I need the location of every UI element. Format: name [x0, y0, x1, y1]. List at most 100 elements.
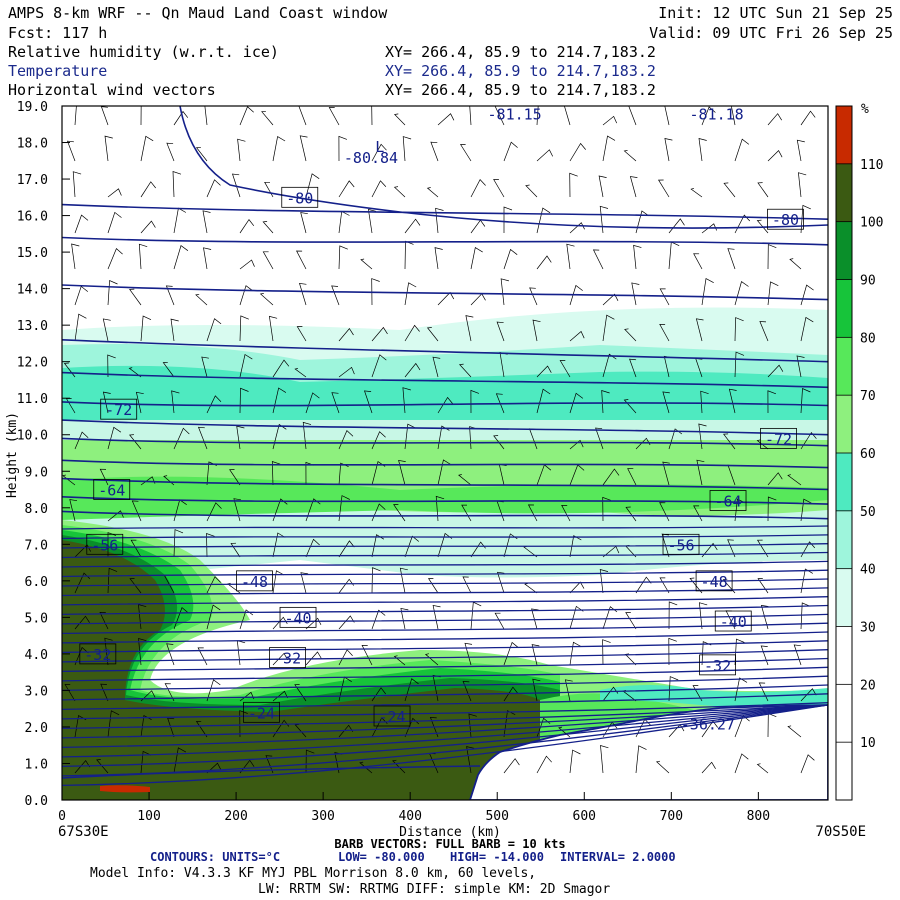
field-wind-xy: XY= 266.4, 85.9 to 214.7,183.2: [385, 81, 656, 99]
contour-label: -72: [105, 401, 132, 419]
contour-label: -72: [765, 430, 792, 448]
wind-barb: [767, 244, 777, 270]
plot-area: -80 -80 -72 -72 -64 -64 -56 -56 -48 -48 -40 -40 -32 -…: [62, 105, 828, 800]
wind-barb: [696, 459, 705, 486]
contour-label-box: [709, 490, 747, 511]
wind-barb: [166, 643, 175, 666]
wind-barb: [371, 609, 386, 630]
wind-barb: [631, 282, 640, 306]
wind-barb: [404, 678, 419, 702]
wind-barb: [789, 258, 802, 270]
contour-extremum-label: -81.15: [488, 105, 542, 123]
wind-barb: [404, 324, 420, 342]
wind-barb: [331, 285, 340, 306]
wind-barb: [393, 113, 406, 126]
wind-barb: [600, 745, 609, 774]
y-tick-label: 2.0: [25, 721, 48, 736]
wind-barb: [727, 539, 736, 558]
temperature-contour: [62, 459, 828, 469]
wind-barb: [760, 604, 769, 630]
wind-barb: [662, 391, 670, 414]
wind-barb: [74, 646, 89, 666]
contour-label-box: [699, 654, 736, 676]
temperature-contour: [62, 684, 828, 701]
wind-barb: [371, 687, 386, 702]
wind-barb: [206, 318, 222, 342]
wind-barb: [261, 110, 274, 126]
temperature-contour: [62, 525, 828, 530]
wind-barb: [664, 138, 673, 162]
wind-barb: [140, 750, 152, 774]
temperature-contour: [62, 704, 828, 749]
temperature-contour: [62, 765, 481, 779]
wind-barb: [367, 209, 377, 234]
temperature-contour: [62, 675, 828, 692]
wind-barb: [470, 247, 483, 270]
contour-label-box: [373, 705, 411, 727]
wind-barb: [173, 529, 184, 558]
wind-barb: [138, 638, 147, 666]
wind-barb: [437, 396, 453, 414]
wind-barb: [107, 248, 123, 270]
y-tick-label: 14.0: [17, 283, 48, 298]
wind-barb: [602, 353, 617, 378]
contours-units: CONTOURS: UNITS=°C: [150, 850, 280, 864]
temperature-contour: [62, 587, 828, 597]
wind-barb: [429, 717, 439, 738]
wind-barb: [402, 136, 412, 162]
colorbar-swatch: [836, 279, 852, 338]
wind-barb: [699, 602, 708, 630]
wind-barb: [64, 684, 76, 702]
wind-barb: [432, 604, 441, 630]
wind-barb: [566, 243, 575, 270]
wind-barb: [195, 146, 208, 162]
contour-label: -24: [378, 708, 405, 726]
wind-barb: [206, 576, 221, 594]
wind-barb: [659, 577, 670, 594]
contour-label-box: [236, 570, 273, 592]
x-tick-label: 400: [398, 809, 421, 824]
colorbar-unit: %: [861, 102, 869, 117]
valid-time: Valid: 09 UTC Fri 26 Sep 25: [649, 24, 893, 42]
wind-barb: [458, 363, 472, 378]
y-tick-label: 17.0: [17, 173, 48, 188]
wind-barb: [466, 746, 475, 774]
wind-barb: [758, 682, 769, 702]
wind-barb: [601, 390, 610, 414]
wind-barb: [800, 568, 813, 594]
wind-barb: [734, 715, 750, 738]
wind-barb: [756, 763, 769, 774]
wind-barb: [623, 399, 637, 414]
field-wind-label: Horizontal wind vectors: [8, 81, 216, 99]
wind-barb: [239, 106, 254, 126]
wind-barb: [569, 172, 578, 198]
wind-barb: [135, 391, 144, 414]
x-tick-label: 500: [485, 809, 508, 824]
wind-barb: [140, 106, 142, 126]
wind-barb: [272, 387, 287, 414]
wind-barb: [759, 321, 769, 342]
x-tick-label: 100: [137, 809, 160, 824]
wind-barb: [71, 243, 80, 270]
wind-barb: [800, 110, 816, 126]
wind-barb: [371, 326, 388, 342]
wind-barb: [107, 426, 122, 450]
colorbar-swatch: [836, 221, 852, 280]
colorbar-level-label: 110: [860, 158, 883, 173]
wind-barb: [569, 142, 586, 162]
wind-barb: [531, 608, 539, 630]
wind-barb: [536, 207, 551, 234]
wind-barb: [664, 106, 670, 126]
contour-label: -48: [241, 573, 268, 591]
wind-barb: [569, 535, 582, 558]
wind-barb: [262, 251, 274, 270]
wind-barb: [767, 496, 777, 522]
wind-barb: [129, 288, 142, 306]
colorbar-swatch: [836, 684, 852, 743]
colorbar-swatch: [836, 395, 852, 453]
temperature-contour: [62, 704, 828, 787]
temperature-contour: [62, 704, 828, 758]
wind-barb: [328, 107, 340, 126]
wind-barb: [371, 534, 385, 558]
wind-barb: [524, 583, 538, 594]
